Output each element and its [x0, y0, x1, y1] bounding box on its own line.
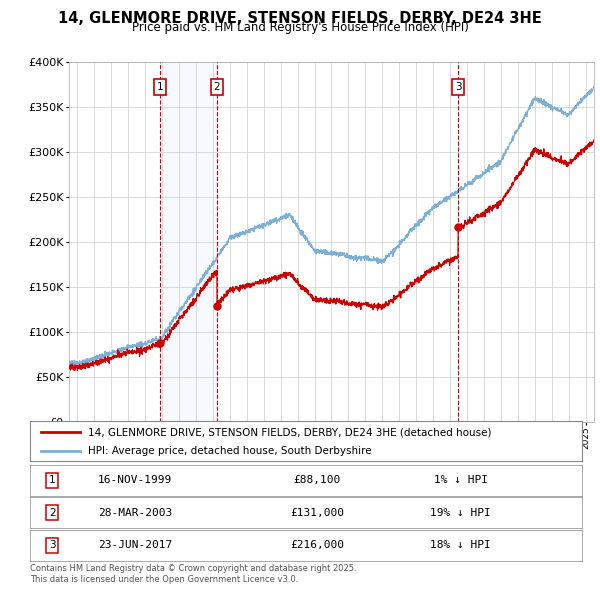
- Text: 23-JUN-2017: 23-JUN-2017: [98, 540, 172, 550]
- Bar: [160, 62, 217, 422]
- Text: Contains HM Land Registry data © Crown copyright and database right 2025.: Contains HM Land Registry data © Crown c…: [30, 565, 356, 573]
- Text: 1: 1: [49, 476, 55, 485]
- Text: Price paid vs. HM Land Registry's House Price Index (HPI): Price paid vs. HM Land Registry's House …: [131, 21, 469, 34]
- Text: 3: 3: [455, 82, 461, 92]
- Text: 1% ↓ HPI: 1% ↓ HPI: [434, 476, 488, 485]
- Text: 1: 1: [157, 82, 163, 92]
- Text: £131,000: £131,000: [290, 508, 344, 517]
- Text: 14, GLENMORE DRIVE, STENSON FIELDS, DERBY, DE24 3HE: 14, GLENMORE DRIVE, STENSON FIELDS, DERB…: [58, 11, 542, 25]
- Text: 28-MAR-2003: 28-MAR-2003: [98, 508, 172, 517]
- Text: £88,100: £88,100: [293, 476, 341, 485]
- Text: 14, GLENMORE DRIVE, STENSON FIELDS, DERBY, DE24 3HE (detached house): 14, GLENMORE DRIVE, STENSON FIELDS, DERB…: [88, 427, 491, 437]
- Text: 2: 2: [49, 508, 55, 517]
- Text: This data is licensed under the Open Government Licence v3.0.: This data is licensed under the Open Gov…: [30, 575, 298, 584]
- Text: 16-NOV-1999: 16-NOV-1999: [98, 476, 172, 485]
- Text: 18% ↓ HPI: 18% ↓ HPI: [430, 540, 491, 550]
- Text: 2: 2: [214, 82, 220, 92]
- Text: HPI: Average price, detached house, South Derbyshire: HPI: Average price, detached house, Sout…: [88, 445, 371, 455]
- Text: 19% ↓ HPI: 19% ↓ HPI: [430, 508, 491, 517]
- Text: £216,000: £216,000: [290, 540, 344, 550]
- Text: 3: 3: [49, 540, 55, 550]
